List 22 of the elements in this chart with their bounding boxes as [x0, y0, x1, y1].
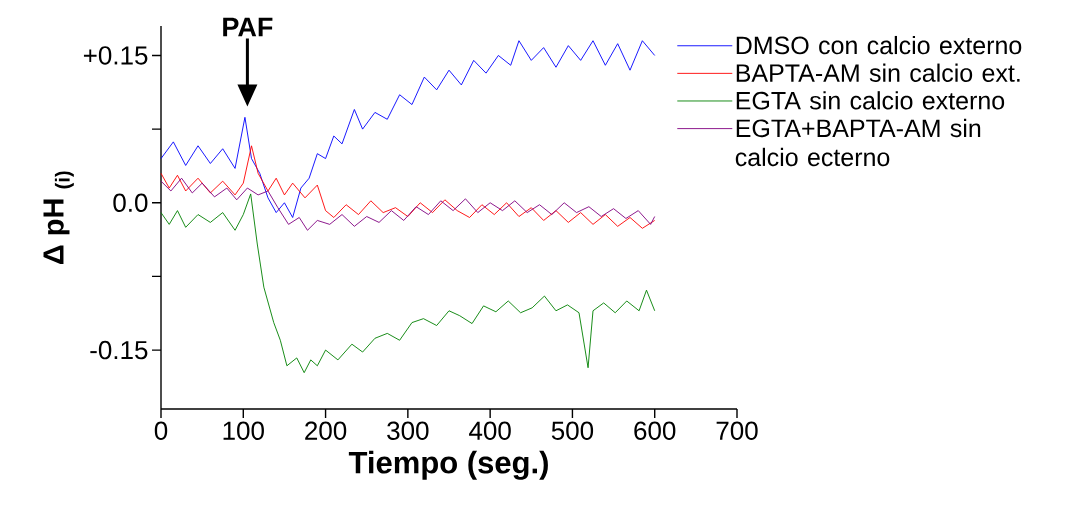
line-series: [160, 177, 656, 231]
x-tick-label: 200: [305, 421, 347, 440]
legend-label: EGTA sin calcio externo: [736, 91, 1005, 110]
line-series: [160, 193, 656, 374]
x-tick-label: 400: [469, 421, 511, 440]
line-series: [160, 145, 656, 229]
x-tick-label: 300: [387, 421, 429, 440]
x-tick-label: 700: [716, 421, 758, 440]
annotation: PAF: [223, 17, 273, 37]
y-tick-label: +0.15: [83, 46, 148, 65]
x-axis-title: Tiempo (seg.): [348, 450, 548, 480]
y-axis-title: Δ pH $_{(i)}$: [43, 171, 74, 264]
x-tick-label: 0: [154, 421, 168, 440]
legend-label: EGTA+BAPTA-AM sin calcio ecterno: [735, 118, 981, 167]
legend-label: BAPTA-AM sin calcio ext.: [736, 63, 1020, 82]
line-series: [160, 40, 656, 218]
y-tick-label: 0.0: [113, 193, 148, 212]
x-tick-label: 100: [223, 421, 264, 440]
y-tick-label: -0.15: [90, 340, 148, 360]
x-tick-label: 600: [634, 421, 676, 440]
x-tick-label: 500: [551, 421, 594, 440]
legend-label: DMSO con calcio externo: [736, 35, 1022, 55]
